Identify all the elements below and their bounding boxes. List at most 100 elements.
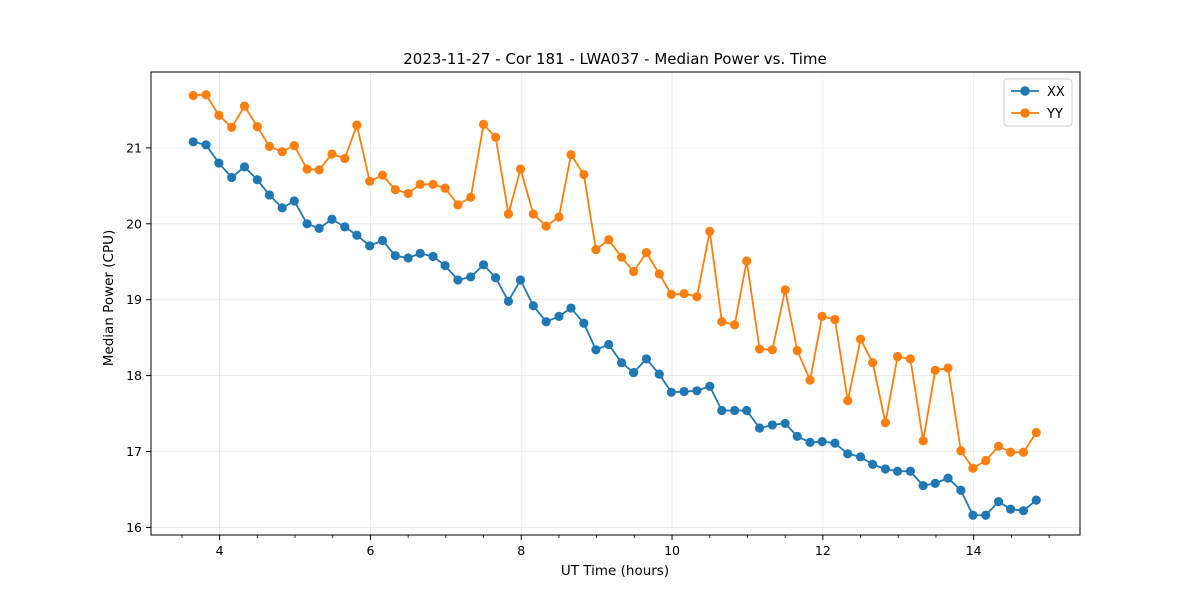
data-point-yy (918, 436, 928, 446)
data-point-xx (252, 175, 262, 185)
data-point-xx (830, 438, 840, 448)
data-point-yy (654, 269, 664, 279)
data-point-yy (239, 101, 250, 111)
data-point-yy (981, 456, 991, 466)
data-point-xx (453, 275, 463, 285)
legend-label-xx: XX (1047, 85, 1065, 100)
data-point-xx (352, 230, 362, 240)
data-point-xx (214, 158, 224, 168)
data-point-xx (466, 272, 476, 282)
data-point-xx (767, 420, 777, 430)
data-point-xx (491, 273, 501, 283)
data-point-xx (415, 248, 425, 258)
legend-marker-xx (1020, 86, 1030, 96)
data-point-xx (1006, 504, 1016, 514)
data-point-yy (717, 317, 727, 327)
data-point-yy (302, 164, 312, 174)
data-point-yy (314, 165, 324, 175)
data-point-xx (956, 485, 966, 495)
data-point-xx (428, 251, 438, 262)
data-point-yy (554, 212, 564, 222)
data-point-xx (1018, 506, 1029, 516)
data-point-yy (679, 289, 689, 299)
data-point-xx (616, 358, 627, 368)
data-point-yy (705, 226, 715, 236)
data-point-xx (528, 301, 538, 311)
data-point-yy (528, 209, 538, 219)
data-point-yy (277, 147, 287, 157)
data-point-yy (943, 363, 953, 373)
data-point-yy (855, 334, 866, 344)
data-point-yy (440, 183, 450, 193)
data-point-xx (943, 473, 953, 483)
data-point-yy (214, 110, 224, 120)
data-point-xx (327, 214, 337, 224)
x-tick-label: 6 (366, 543, 374, 558)
data-point-yy (377, 170, 388, 180)
data-point-yy (629, 267, 639, 277)
data-point-xx (478, 260, 489, 270)
data-point-xx (692, 386, 702, 396)
y-tick-label: 19 (126, 292, 142, 307)
data-point-yy (880, 418, 891, 428)
data-point-yy (817, 311, 827, 321)
data-point-xx (201, 140, 211, 150)
data-point-yy (327, 149, 337, 159)
data-point-xx (880, 464, 891, 474)
data-point-yy (340, 153, 350, 164)
data-point-yy (868, 358, 878, 368)
data-point-yy (352, 120, 362, 130)
data-point-yy (616, 252, 627, 262)
data-point-xx (905, 466, 915, 476)
data-point-xx (868, 459, 878, 470)
data-point-yy (1006, 447, 1016, 457)
data-point-yy (792, 345, 802, 356)
legend-label-yy: YY (1046, 107, 1063, 122)
data-point-yy (491, 132, 501, 142)
legend-marker-yy (1020, 108, 1030, 118)
data-point-xx (679, 386, 689, 397)
x-tick-label: 10 (664, 543, 680, 558)
plot-frame (150, 71, 1081, 536)
data-point-yy (641, 248, 652, 258)
data-point-yy (730, 320, 740, 330)
data-point-yy (780, 285, 790, 295)
data-point-xx (918, 481, 928, 491)
data-point-yy (390, 185, 400, 195)
data-point-xx (302, 219, 312, 229)
x-tick-label: 12 (815, 543, 831, 558)
data-point-xx (968, 510, 978, 520)
data-point-xx (993, 497, 1004, 507)
data-point-yy (252, 122, 262, 132)
data-point-yy (201, 90, 211, 100)
legend: XX YY (1003, 78, 1073, 127)
data-point-xx (227, 172, 237, 183)
data-point-xx (340, 222, 350, 232)
data-point-xx (742, 405, 752, 416)
series-yy (188, 90, 1041, 473)
data-point-xx (515, 275, 526, 285)
data-point-xx (981, 510, 991, 520)
data-point-xx (892, 466, 903, 476)
data-point-yy (541, 221, 551, 231)
data-point-xx (390, 251, 400, 261)
y-tick-label: 18 (126, 368, 142, 383)
data-point-xx (641, 354, 652, 364)
data-point-xx (666, 387, 676, 397)
data-point-xx (591, 345, 601, 355)
data-point-xx (730, 405, 740, 416)
data-point-xx (566, 303, 576, 313)
chart-title: 2023-11-27 - Cor 181 - LWA037 - Median P… (403, 50, 827, 68)
data-point-yy (843, 396, 853, 406)
data-point-yy (478, 119, 489, 129)
data-point-xx (289, 196, 299, 206)
data-point-yy (1018, 447, 1029, 457)
data-point-xx (264, 190, 274, 200)
data-point-xx (930, 478, 940, 488)
data-point-yy (1031, 427, 1041, 438)
x-tick-label: 14 (966, 543, 982, 558)
y-axis-label: Median Power (CPU) (101, 230, 117, 366)
data-point-yy (365, 176, 375, 186)
ticks: 4 6 8 10 12 14 16 17 18 19 20 21 (126, 140, 1050, 558)
